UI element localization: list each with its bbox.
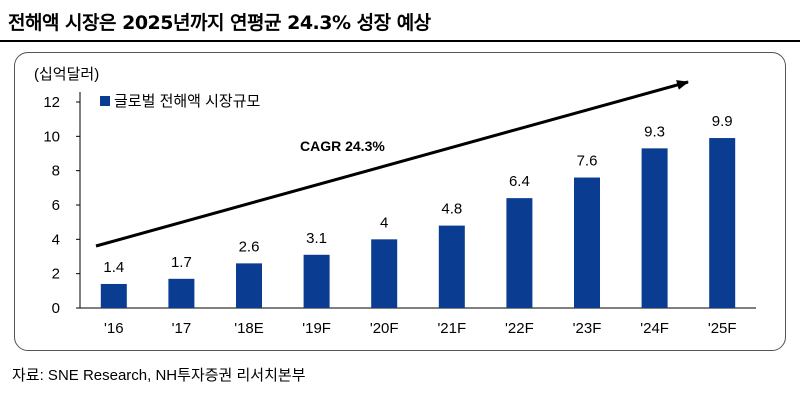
bar [371,239,398,308]
bar-data-label: 9.3 [644,123,665,140]
x-tick-label: '21F [437,320,466,337]
x-tick-label: '19F [302,320,331,337]
y-tick-label: 12 [43,94,60,111]
bar-data-label: 3.1 [306,230,327,247]
x-axis-ticks: '16 '17 '18E '19F '20F '21F '22F '23F '24F '25F [104,320,737,337]
y-tick-label: 2 [52,266,60,283]
x-tick-label: '24F [640,320,669,337]
x-tick-label: '20F [370,320,399,337]
bar-series: 1.4 1.7 2.6 3.1 4 4.8 6.4 7.6 9.3 9.9 [100,113,736,308]
bar-data-label: 1.4 [103,259,124,276]
bar-data-label: 4.8 [441,201,462,218]
bar [168,278,195,308]
bar [438,225,465,308]
y-tick-label: 0 [52,300,60,317]
legend-swatch [100,96,110,106]
cagr-trend-arrow [95,80,689,248]
source-note: 자료: SNE Research, NH투자증권 리서치본부 [12,367,306,384]
y-tick-label: 6 [52,197,60,214]
x-tick-label: '18E [234,320,264,337]
cagr-annotation: CAGR 24.3% [300,138,385,154]
bar-data-label: 9.9 [712,113,733,130]
x-tick-label: '16 [104,320,124,337]
x-tick-label: '17 [172,320,192,337]
x-tick-label: '22F [505,320,534,337]
bar-data-label: 4 [380,214,388,231]
title-divider [0,40,800,42]
page-title: 전해액 시장은 2025년까지 연평균 24.3% 성장 예상 [8,12,431,34]
bar [303,254,330,308]
bar-data-label: 6.4 [509,173,530,190]
bar-data-label: 1.7 [171,254,192,271]
bar-data-label: 7.6 [577,153,598,170]
y-tick-label: 10 [43,128,60,145]
legend-label: 글로벌 전해액 시장규모 [114,93,261,110]
x-tick-label: '25F [708,320,737,337]
bar [574,177,600,308]
bar [709,138,736,308]
y-axis-ticks: 0 2 4 6 8 10 12 [43,94,80,317]
y-tick-label: 4 [52,231,60,248]
y-axis-label: (십억달러) [34,66,99,83]
bar [100,283,127,308]
y-tick-label: 8 [52,163,60,180]
bar [641,148,668,308]
bar-data-label: 2.6 [239,238,260,255]
x-tick-label: '23F [573,320,602,337]
bar [506,198,533,308]
bar [236,263,262,308]
